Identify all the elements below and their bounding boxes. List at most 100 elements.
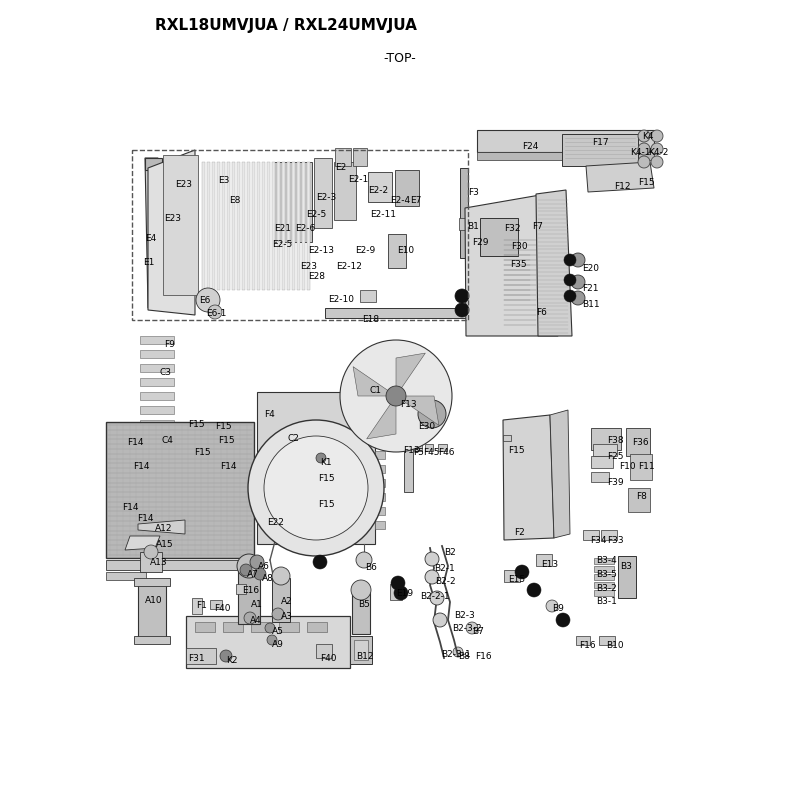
Text: RXL18UMVJUA / RXL24UMVJUA: RXL18UMVJUA / RXL24UMVJUA <box>155 18 417 33</box>
Text: F46: F46 <box>438 448 454 457</box>
Text: F38: F38 <box>607 436 624 445</box>
Polygon shape <box>302 162 305 290</box>
Text: F29: F29 <box>472 238 489 247</box>
Text: E6-1: E6-1 <box>206 309 226 318</box>
Text: F10: F10 <box>619 462 636 471</box>
Text: A6: A6 <box>258 562 270 571</box>
Bar <box>138 582 166 640</box>
Text: E19: E19 <box>396 589 413 598</box>
Text: A10: A10 <box>145 596 162 605</box>
Text: F36: F36 <box>632 438 649 447</box>
Circle shape <box>316 453 326 463</box>
Bar <box>404 424 413 492</box>
Text: E13: E13 <box>541 560 558 569</box>
Circle shape <box>220 650 232 662</box>
Text: B6: B6 <box>365 563 377 572</box>
Polygon shape <box>536 190 572 336</box>
Bar <box>414 444 422 451</box>
Text: E2-11: E2-11 <box>370 210 396 219</box>
Circle shape <box>571 275 585 289</box>
Polygon shape <box>396 396 439 426</box>
Bar <box>140 434 174 442</box>
Bar <box>238 568 260 624</box>
Circle shape <box>515 565 529 579</box>
Text: F45: F45 <box>423 448 439 457</box>
Text: C3: C3 <box>160 368 172 377</box>
Text: F16: F16 <box>579 641 596 650</box>
Text: F15: F15 <box>215 422 232 431</box>
Circle shape <box>237 554 261 578</box>
Text: F9: F9 <box>164 340 175 349</box>
Text: F15: F15 <box>218 436 234 445</box>
Text: F14: F14 <box>122 503 138 512</box>
Circle shape <box>433 613 447 627</box>
Polygon shape <box>586 162 654 192</box>
Bar <box>350 636 372 664</box>
Text: A3: A3 <box>281 612 293 621</box>
Text: E23: E23 <box>300 262 317 271</box>
Text: E2-2: E2-2 <box>368 186 388 195</box>
Circle shape <box>144 545 158 559</box>
Text: F11: F11 <box>638 462 654 471</box>
Text: A15: A15 <box>156 540 174 549</box>
Bar <box>316 644 332 658</box>
Bar <box>375 521 385 529</box>
Text: F15: F15 <box>508 446 525 455</box>
Bar <box>134 578 170 586</box>
Text: E2: E2 <box>335 163 346 172</box>
Text: F33: F33 <box>607 536 624 545</box>
Bar <box>334 162 356 220</box>
Polygon shape <box>307 162 310 290</box>
Bar <box>307 622 327 632</box>
Circle shape <box>250 555 264 569</box>
Circle shape <box>425 570 439 584</box>
Bar <box>583 530 599 540</box>
Polygon shape <box>257 162 260 290</box>
Text: E8: E8 <box>229 196 240 205</box>
Text: F21: F21 <box>582 284 598 293</box>
Text: -TOP-: -TOP- <box>384 52 416 65</box>
Text: F40: F40 <box>320 654 337 663</box>
Text: B2-3: B2-3 <box>454 611 474 620</box>
Bar <box>375 409 385 417</box>
Bar <box>390 584 402 600</box>
Text: E22: E22 <box>267 518 284 527</box>
Circle shape <box>651 156 663 168</box>
Text: F1: F1 <box>196 601 207 610</box>
Bar <box>460 168 468 258</box>
Circle shape <box>527 583 541 597</box>
Bar <box>425 444 433 451</box>
Bar <box>106 422 254 558</box>
Text: K4-1: K4-1 <box>630 148 650 157</box>
Bar <box>140 406 174 414</box>
Text: F34: F34 <box>590 536 606 545</box>
Bar <box>335 148 351 166</box>
Text: B3-2: B3-2 <box>596 584 617 593</box>
Bar <box>106 560 254 570</box>
Polygon shape <box>207 162 210 290</box>
Bar <box>251 622 271 632</box>
Bar <box>594 558 614 564</box>
Circle shape <box>264 436 368 540</box>
Bar <box>618 556 636 598</box>
Text: K4: K4 <box>642 132 654 141</box>
Polygon shape <box>366 396 396 439</box>
Bar <box>140 378 174 386</box>
Text: F13: F13 <box>400 400 417 409</box>
Text: B2-2: B2-2 <box>435 577 456 586</box>
Text: E2-3: E2-3 <box>316 193 336 202</box>
Polygon shape <box>138 520 185 534</box>
Bar <box>594 574 614 580</box>
Text: A5: A5 <box>272 627 284 636</box>
Text: A12: A12 <box>155 524 173 533</box>
Bar <box>186 648 216 664</box>
Text: B2: B2 <box>444 548 456 557</box>
Circle shape <box>356 552 372 568</box>
Text: F7: F7 <box>532 222 543 231</box>
Polygon shape <box>297 162 300 290</box>
Text: B3-4: B3-4 <box>596 556 617 565</box>
Circle shape <box>240 564 252 576</box>
Circle shape <box>267 635 277 645</box>
Bar <box>375 437 385 445</box>
Text: F4: F4 <box>264 410 274 419</box>
